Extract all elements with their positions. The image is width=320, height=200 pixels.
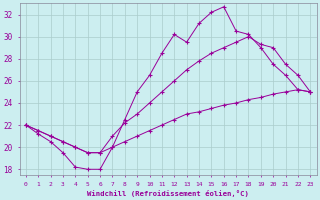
X-axis label: Windchill (Refroidissement éolien,°C): Windchill (Refroidissement éolien,°C) <box>87 190 249 197</box>
